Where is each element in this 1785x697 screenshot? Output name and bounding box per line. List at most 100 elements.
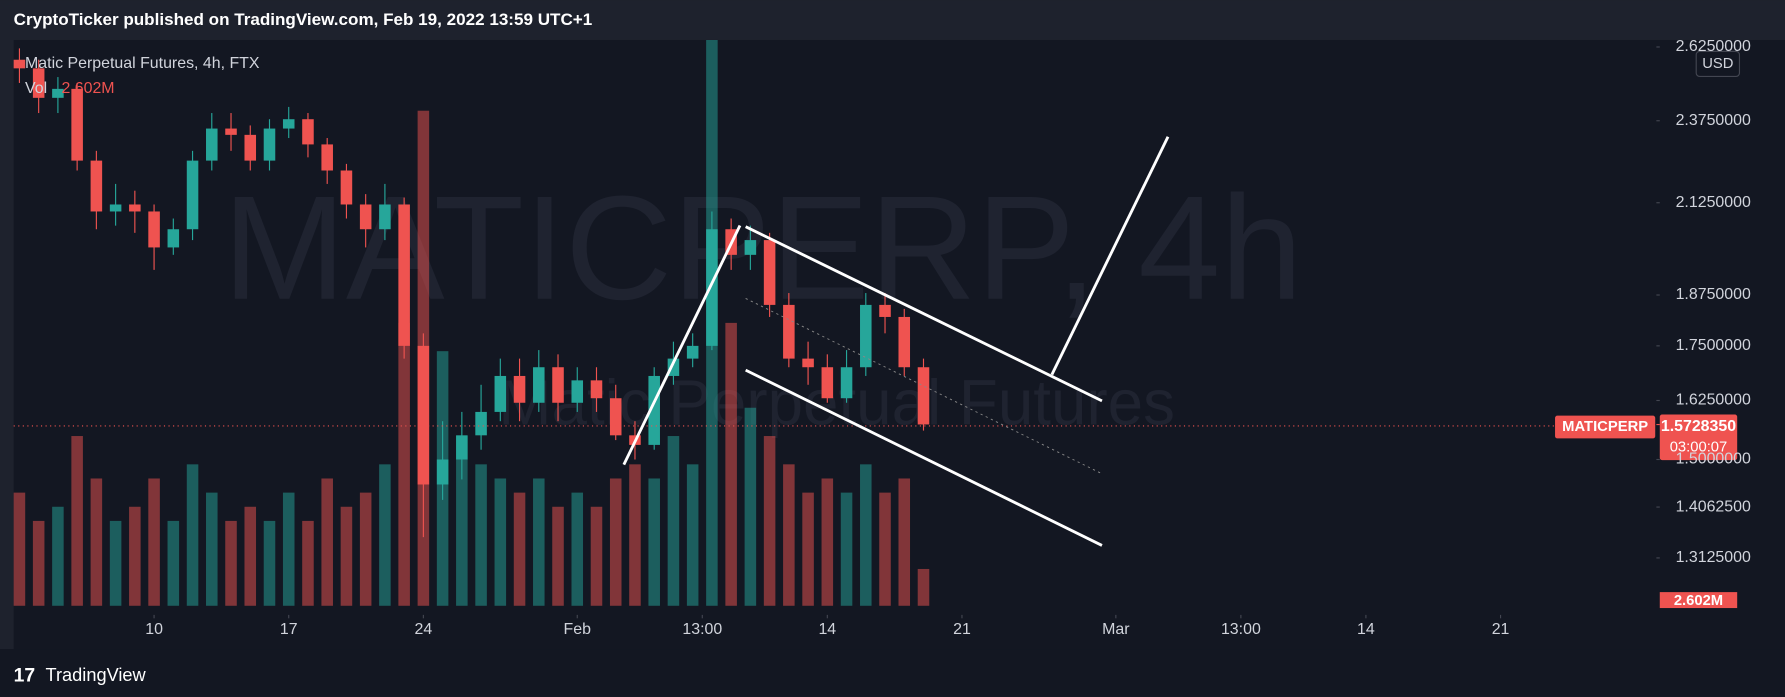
y-tick-label: 2.3750000	[1676, 112, 1751, 129]
y-tick-label: 2.1250000	[1676, 194, 1751, 211]
candle-body	[494, 375, 507, 412]
volume-bar	[744, 407, 757, 606]
channel-bottom	[745, 368, 1103, 547]
footer	[0, 649, 1785, 697]
x-tick-label: 21	[953, 621, 971, 638]
volume-bar	[263, 520, 276, 606]
candle-body	[167, 229, 180, 248]
volume-bar	[225, 520, 237, 606]
candle-body	[282, 119, 295, 129]
candle-body	[52, 88, 64, 98]
candle-body	[648, 375, 660, 445]
volume-bar	[52, 506, 64, 606]
volume-bar	[340, 506, 353, 606]
candle-body	[898, 316, 911, 368]
volume-bar	[917, 568, 930, 606]
volume-tag	[1659, 592, 1738, 609]
candle-body	[436, 459, 449, 485]
x-tick-label: 13:00	[682, 621, 722, 638]
candle-body	[763, 240, 776, 305]
candle-body	[90, 160, 103, 212]
candle-body	[186, 160, 199, 230]
candle-body	[206, 128, 218, 161]
y-tick-label: 1.6250000	[1676, 392, 1751, 409]
x-tick-label: 10	[145, 621, 163, 638]
candle-body	[475, 411, 487, 436]
y-tick-label: 1.7500000	[1676, 337, 1751, 354]
volume-bar	[321, 478, 333, 606]
volume-value: 2.602M	[61, 80, 114, 97]
y-tick-label: 1.4062500	[1676, 498, 1751, 515]
footer-brand: TradingView	[46, 665, 147, 685]
volume-title: Vol	[25, 80, 47, 97]
volume-bar	[533, 478, 545, 606]
candle-body	[783, 304, 795, 359]
candle-body	[32, 68, 45, 98]
x-tick-label: 21	[1492, 621, 1510, 638]
last-price: 1.5728350	[1661, 418, 1736, 435]
candle-body	[148, 211, 160, 248]
y-tick-label: 1.5000000	[1676, 451, 1751, 468]
chart-title: Matic Perpetual Futures, 4h, FTX	[25, 55, 260, 72]
volume-bar	[840, 492, 853, 606]
volume-bar	[282, 492, 295, 606]
x-tick-label: 17	[280, 621, 298, 638]
candle-body	[302, 119, 314, 145]
volume-bar	[379, 464, 391, 606]
candle-body	[879, 304, 891, 317]
drawings	[622, 136, 1170, 547]
volume-axis-label: 2.602M	[1674, 593, 1723, 609]
candle-body	[398, 204, 410, 346]
volume-bar	[686, 464, 699, 606]
volume-bar	[302, 520, 314, 606]
currency-box[interactable]	[1695, 50, 1741, 77]
volume-bar	[552, 506, 564, 606]
candle-body	[840, 367, 853, 399]
price-tag	[1659, 414, 1738, 461]
x-tick-label: Mar	[1102, 621, 1130, 638]
y-tick-label: 2.6250000	[1676, 38, 1751, 55]
candle-body	[244, 134, 257, 161]
candle-body	[13, 59, 26, 69]
x-tick-label: Feb	[564, 621, 592, 638]
candle-body	[456, 435, 468, 460]
candle-body	[263, 128, 276, 161]
volume-bar	[783, 464, 795, 606]
volume-bar	[648, 478, 660, 606]
volume-bar	[398, 322, 410, 606]
plot	[13, 39, 930, 606]
candle-body	[686, 345, 699, 359]
volume-bar	[860, 464, 872, 606]
volume-bar	[206, 492, 218, 606]
candle-body	[609, 398, 622, 436]
volume-bar	[148, 478, 160, 606]
candle-body	[706, 229, 718, 346]
candle-body	[321, 144, 333, 171]
candle-body	[129, 204, 141, 212]
x-tick-label: 24	[415, 621, 433, 638]
candle-body	[109, 204, 122, 212]
volume-bar	[13, 492, 26, 606]
volume-bar	[32, 520, 45, 606]
symbol-tag	[1555, 415, 1656, 439]
header-title: CryptoTicker published on TradingView.co…	[14, 10, 593, 29]
y-tick-label: 1.8750000	[1676, 286, 1751, 303]
candle-body	[513, 375, 526, 403]
candle-body	[417, 345, 430, 485]
volume-bar	[456, 436, 468, 606]
candle-body	[71, 88, 83, 161]
volume-bar	[494, 478, 507, 606]
channel-mid	[745, 298, 1103, 475]
currency: USD	[1702, 56, 1733, 72]
x-tick-label: 14	[818, 621, 836, 638]
volume-bar	[71, 436, 83, 606]
volume-bar	[167, 520, 180, 606]
flag-pole	[622, 224, 742, 466]
candle-body	[821, 367, 834, 399]
watermark-subtitle: Matic Perpetual Futures	[498, 367, 1175, 439]
candle-body	[225, 128, 237, 135]
candle-body	[802, 358, 814, 368]
volume-bar	[667, 436, 680, 606]
volume-bar	[90, 478, 103, 606]
